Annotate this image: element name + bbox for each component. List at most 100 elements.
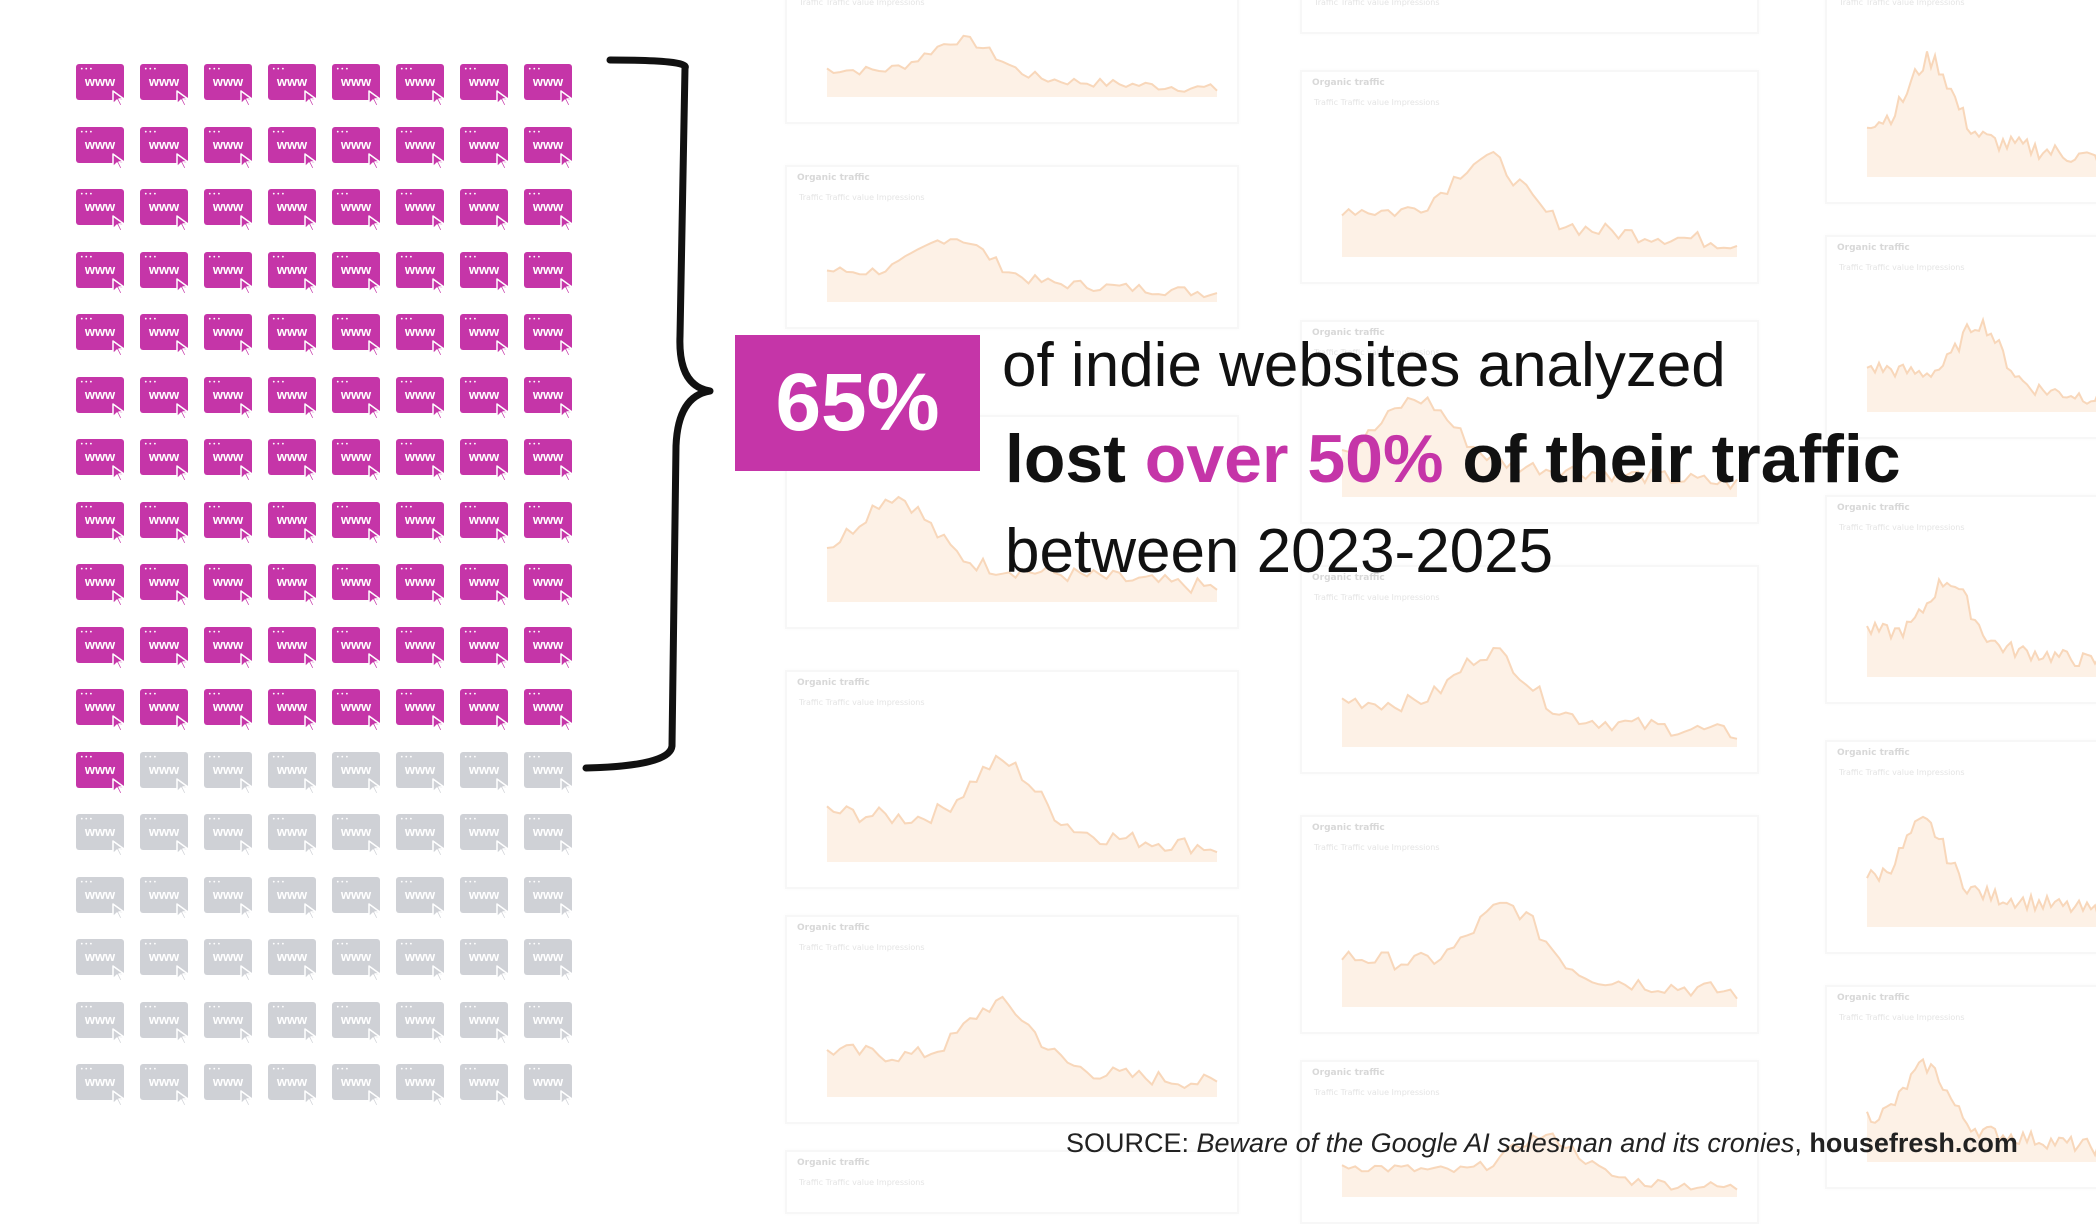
website-icon: ••• www (140, 1001, 190, 1046)
website-icon: ••• www (524, 1001, 574, 1046)
website-icon: ••• www (204, 626, 254, 671)
chart-card-options: Traffic Traffic value Impressions (1839, 1013, 1965, 1022)
website-icon: ••• www (332, 939, 382, 983)
chart-card-title: Organic traffic (797, 1158, 870, 1168)
chart-card-title: Organic traffic (797, 173, 870, 183)
website-icon: ••• www (460, 814, 510, 858)
website-icon: ••• www (140, 314, 190, 358)
chart-card-title: Organic traffic (797, 678, 870, 688)
chart-card-options: Traffic Traffic value Impressions (799, 943, 925, 952)
website-icon: ••• www (332, 564, 382, 608)
website-icon: ••• www (524, 689, 574, 733)
website-icon: ••• www (140, 376, 190, 421)
website-icon: ••• www (396, 439, 446, 483)
website-icon: ••• www (460, 501, 510, 546)
website-icon: ••• www (332, 1064, 382, 1108)
website-icon: ••• www (204, 251, 254, 296)
website-icon: ••• www (140, 1064, 190, 1108)
website-icon: ••• www (76, 376, 126, 421)
chart-card-title: Organic traffic (1837, 243, 1910, 253)
traffic-chart-card: Organic traffic Traffic Traffic value Imp… (785, 670, 1239, 889)
website-icon: ••• www (396, 189, 446, 233)
website-icon: ••• www (396, 689, 446, 733)
source-site: housefresh.com (1809, 1128, 2018, 1158)
website-icon: ••• www (140, 689, 190, 733)
website-icon: ••• www (396, 876, 446, 921)
website-icon: ••• www (332, 376, 382, 421)
website-icon: ••• www (460, 439, 510, 483)
website-icon: ••• www (204, 876, 254, 921)
website-icon: ••• www (524, 876, 574, 921)
website-icon: ••• www (76, 64, 126, 108)
traffic-sparkline (826, 238, 1218, 302)
website-icon: ••• www (76, 876, 126, 921)
chart-card-title: Organic traffic (1837, 503, 1910, 513)
website-icon: ••• www (460, 939, 510, 983)
traffic-chart-card: Organic traffic Traffic Traffic value Imp… (785, 915, 1239, 1124)
website-icon: ••• www (460, 126, 510, 171)
website-icon: ••• www (140, 126, 190, 171)
website-icon: ••• www (268, 751, 318, 796)
website-icon: ••• www (76, 751, 126, 796)
website-icon: ••• www (204, 64, 254, 108)
website-icon: ••• www (204, 564, 254, 608)
website-icon: ••• www (332, 876, 382, 921)
website-icon: ••• www (460, 251, 510, 296)
website-icon: ••• www (140, 189, 190, 233)
traffic-sparkline (826, 34, 1218, 97)
website-icon: ••• www (268, 439, 318, 483)
website-icon: ••• www (332, 314, 382, 358)
website-icon: ••• www (524, 939, 574, 983)
website-icon: ••• www (460, 376, 510, 421)
website-icon: ••• www (204, 189, 254, 233)
website-icon: ••• www (76, 689, 126, 733)
curly-bracket (582, 56, 714, 772)
website-icon: ••• www (396, 314, 446, 358)
website-icon: ••• www (204, 939, 254, 983)
chart-card-title: Organic traffic (1312, 78, 1385, 88)
percent-badge: 65% (735, 335, 980, 471)
headline-line-3: between 2023-2025 (1005, 517, 1554, 586)
website-icon: ••• www (76, 251, 126, 296)
chart-card-options: Traffic Traffic value Impressions (1314, 348, 1440, 357)
website-icon: ••• www (76, 626, 126, 671)
website-icon: ••• www (204, 376, 254, 421)
website-icon: ••• www (204, 1001, 254, 1046)
website-icon: ••• www (332, 126, 382, 171)
source-prefix: SOURCE: (1066, 1128, 1197, 1158)
chart-card-options: Traffic Traffic value Impressions (799, 698, 925, 707)
website-icon: ••• www (204, 314, 254, 358)
traffic-sparkline (1341, 901, 1738, 1007)
chart-card-title: Organic traffic (1837, 748, 1910, 758)
chart-card-options: Traffic Traffic value Impressions (799, 1178, 925, 1187)
website-icon: ••• www (204, 1064, 254, 1108)
website-icon: ••• www (396, 501, 446, 546)
website-icon: ••• www (76, 564, 126, 608)
chart-card-options: Traffic Traffic value Impressions (1314, 843, 1440, 852)
website-icon: ••• www (524, 501, 574, 546)
website-icon: ••• www (268, 876, 318, 921)
website-icon: ••• www (268, 376, 318, 421)
website-icon: ••• www (76, 1064, 126, 1108)
website-icon: ••• www (524, 564, 574, 608)
website-icon: ••• www (396, 126, 446, 171)
traffic-sparkline (1341, 646, 1738, 747)
website-icon: ••• www (268, 64, 318, 108)
website-icon: ••• www (332, 751, 382, 796)
website-icon: ••• www (140, 64, 190, 108)
chart-card-options: Traffic Traffic value Impressions (1314, 0, 1440, 7)
website-icon: ••• www (524, 251, 574, 296)
website-icon: ••• www (268, 251, 318, 296)
chart-card-title: Organic traffic (797, 923, 870, 933)
website-icon: ••• www (460, 1064, 510, 1108)
headline-line-1: of indie websites analyzed (1002, 331, 1726, 400)
website-icon: ••• www (460, 189, 510, 233)
website-icon: ••• www (140, 251, 190, 296)
website-icon: ••• www (524, 376, 574, 421)
traffic-sparkline (1866, 576, 2096, 677)
website-icon: ••• www (332, 689, 382, 733)
